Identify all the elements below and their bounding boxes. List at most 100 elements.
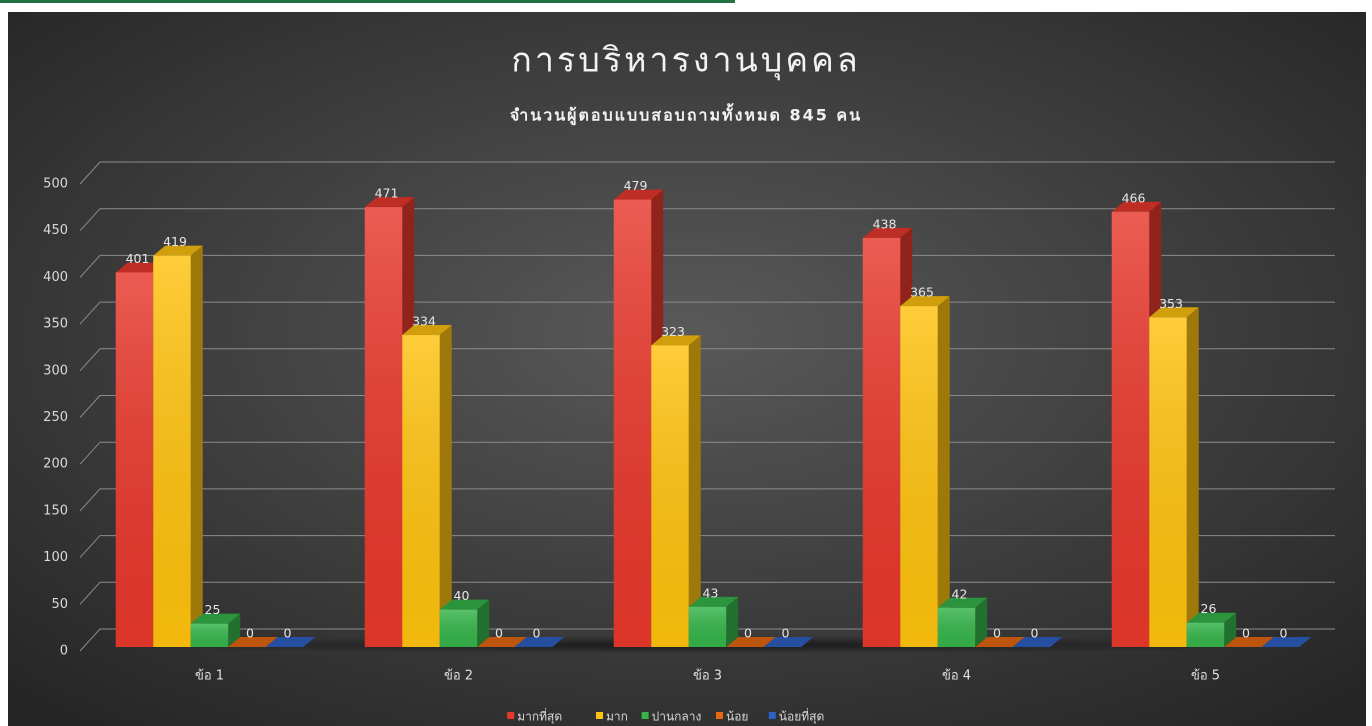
bar-top <box>763 637 814 647</box>
bar-side <box>190 245 203 648</box>
legend-swatch <box>768 712 776 719</box>
legend-swatch <box>507 712 515 719</box>
x-tick-label: ข้อ 1 <box>195 669 224 684</box>
data-label: 0 <box>246 626 254 641</box>
bar-top <box>228 637 278 647</box>
y-tick-label: 0 <box>60 644 68 659</box>
bar-top <box>1149 307 1199 318</box>
data-label: 42 <box>952 586 968 601</box>
data-label: 0 <box>284 626 292 641</box>
bar-top <box>364 197 415 208</box>
bar-side <box>477 599 490 647</box>
grid-line <box>79 208 1335 232</box>
data-label: 0 <box>744 626 752 641</box>
data-label: 479 <box>624 178 648 193</box>
x-tick-label: ข้อ 2 <box>444 669 473 684</box>
data-label: 0 <box>495 626 503 641</box>
data-label: 466 <box>1122 190 1146 205</box>
y-tick-label: 400 <box>43 270 68 285</box>
bar-top <box>651 335 701 346</box>
y-tick-label: 500 <box>43 177 68 192</box>
bar-side <box>937 296 950 647</box>
bar-top <box>115 262 166 273</box>
legend-swatch <box>596 712 603 719</box>
bar-side <box>726 596 739 647</box>
ribbon-accent <box>0 0 735 3</box>
legend-swatch <box>641 712 649 719</box>
legend-swatch <box>716 712 723 719</box>
bar-top <box>190 613 241 624</box>
bar-shine <box>862 237 901 647</box>
x-tick-label: ข้อ 5 <box>1191 669 1220 684</box>
data-label: 0 <box>782 626 790 641</box>
bar-side <box>228 613 241 647</box>
data-label: 40 <box>454 588 470 603</box>
data-label: 365 <box>910 285 934 300</box>
bar-top <box>1111 201 1162 212</box>
bar-top <box>439 599 490 610</box>
bar-side <box>975 597 988 647</box>
bar-top <box>477 637 527 647</box>
bar-top <box>937 597 988 608</box>
y-tick-label: 250 <box>43 410 68 425</box>
bar-top <box>726 637 776 647</box>
bar-shine <box>402 335 440 647</box>
bar-shine <box>364 207 403 647</box>
bar-side <box>439 325 452 647</box>
legend-label: น้อย <box>726 710 748 724</box>
y-tick-label: 450 <box>43 223 68 238</box>
bar-shine <box>900 306 938 647</box>
bar-shine <box>613 199 652 647</box>
grid-line <box>79 161 1335 185</box>
bar-top <box>1261 637 1312 647</box>
legend: มากที่สุด มาก ปานกลาง น้อย น้อยที่สุด <box>507 708 824 725</box>
data-label: 0 <box>1242 626 1250 641</box>
bar-top <box>613 189 664 200</box>
bar-top <box>900 296 950 307</box>
y-tick-label: 150 <box>43 503 68 518</box>
y-tick-label: 50 <box>51 597 68 612</box>
y-tick-label: 350 <box>43 317 68 332</box>
bar-shine <box>1186 622 1225 647</box>
data-label: 43 <box>703 585 719 600</box>
bar-top <box>688 596 739 607</box>
data-label: 353 <box>1159 296 1183 311</box>
bar-top <box>402 325 452 336</box>
legend-label: ปานกลาง <box>652 710 702 724</box>
data-label: 0 <box>1031 626 1039 641</box>
bar-side <box>1224 612 1237 647</box>
bar-top <box>514 637 565 647</box>
bar-shine <box>190 623 229 647</box>
bar-shine <box>1149 317 1187 647</box>
bar-shine <box>651 345 689 647</box>
bar-top <box>1186 612 1237 623</box>
bar-shine <box>115 272 154 647</box>
legend-label: น้อยที่สุด <box>779 708 824 725</box>
bar-shine <box>153 255 191 648</box>
data-label: 0 <box>993 626 1001 641</box>
bar-side <box>688 335 701 647</box>
bar-shine <box>1111 211 1150 648</box>
bar-side <box>1186 307 1199 647</box>
data-label: 323 <box>661 324 685 339</box>
data-label: 471 <box>375 186 399 201</box>
bar-shine <box>688 606 727 647</box>
y-tick-label: 200 <box>43 457 68 472</box>
data-label: 25 <box>205 602 221 617</box>
data-label: 419 <box>163 234 187 249</box>
data-label: 334 <box>412 314 436 329</box>
y-tick-label: 300 <box>43 363 68 378</box>
bar-top <box>862 227 913 238</box>
grid-line <box>79 254 1335 278</box>
y-tick-label: 100 <box>43 550 68 565</box>
bar-shine <box>937 607 976 647</box>
chart-subtitle: จำนวนผู้ตอบแบบสอบถามทั้งหมด 845 คน <box>510 103 862 127</box>
legend-label: มากที่สุด <box>517 708 562 725</box>
bar-top <box>1012 637 1063 647</box>
bar-top <box>153 245 203 256</box>
data-label: 26 <box>1201 601 1217 616</box>
x-tick-label: ข้อ 3 <box>693 669 722 684</box>
legend-label: มาก <box>606 710 628 724</box>
